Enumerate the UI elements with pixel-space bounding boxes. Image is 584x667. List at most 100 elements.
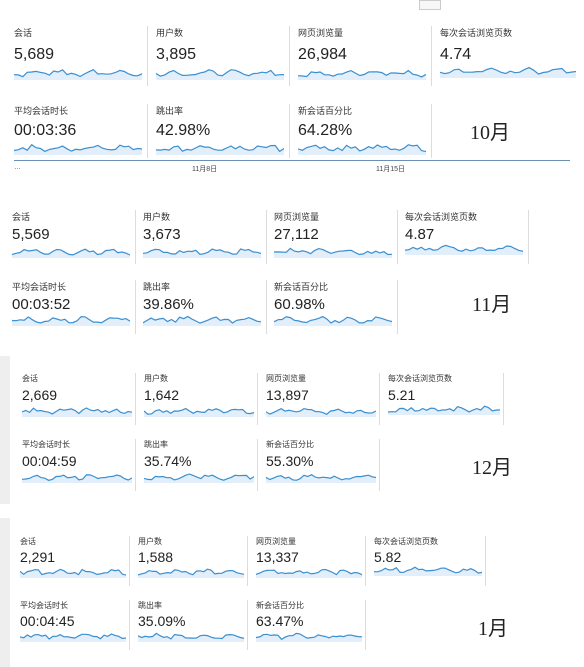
metric-tile[interactable]: 平均会话时长 00:04:59 (22, 439, 136, 491)
metric-label: 新会话百分比 (256, 601, 304, 610)
metric-label: 每次会话浏览页数 (440, 29, 513, 39)
left-gray-strip (0, 518, 10, 667)
panel-october: 会话 5,689 用户数 3,895 网页浏览量 26,984 每次会话浏览页数… (14, 26, 584, 158)
metric-tile[interactable]: 网页浏览量 13,337 (256, 536, 366, 586)
metric-value: 35.09% (138, 613, 186, 629)
sparkline-chart (440, 66, 576, 78)
sparkline-area (138, 633, 244, 642)
sparkline-chart (374, 566, 482, 576)
metric-value: 64.28% (298, 122, 353, 139)
metric-tile[interactable]: 用户数 3,895 (156, 26, 290, 86)
metric-value: 27,112 (274, 226, 319, 243)
sparkline-area (143, 248, 261, 258)
metric-tile[interactable]: 会话 5,569 (12, 210, 136, 264)
tile-divider (289, 26, 290, 86)
tile-divider (485, 536, 486, 586)
metric-tile[interactable]: 网页浏览量 27,112 (274, 210, 398, 264)
panel-december: 会话 2,669 用户数 1,642 网页浏览量 13,897 每次会话浏览页数… (22, 373, 584, 493)
sparkline-chart (256, 568, 362, 578)
metric-tile[interactable]: 跳出率 39.86% (143, 280, 267, 334)
tile-divider (147, 26, 148, 86)
metric-tile[interactable]: 跳出率 35.74% (144, 439, 258, 491)
metric-value: 60.98% (274, 296, 325, 313)
timeline-axis: … 11月8日 11月15日 (14, 160, 570, 180)
metric-value: 5,569 (12, 226, 50, 243)
sparkline-chart (156, 69, 284, 80)
timeline-start-label: … (14, 164, 21, 171)
sparkline-area (144, 408, 254, 417)
metric-tile[interactable]: 每次会话浏览页数 5.82 (374, 536, 486, 586)
metric-tile[interactable]: 网页浏览量 26,984 (298, 26, 432, 86)
sparkline-chart (156, 144, 284, 155)
metric-value: 5,689 (14, 46, 55, 63)
metric-label: 网页浏览量 (256, 537, 296, 546)
tile-divider (397, 210, 398, 264)
metric-tile[interactable]: 每次会话浏览页数 4.87 (405, 210, 529, 264)
tile-divider (257, 373, 258, 425)
metric-label: 网页浏览量 (266, 374, 306, 383)
tile-divider (379, 373, 380, 425)
metric-tile[interactable]: 每次会话浏览页数 5.21 (388, 373, 504, 425)
metric-tile[interactable]: 会话 2,291 (20, 536, 130, 586)
metric-value: 00:03:52 (12, 296, 71, 313)
sparkline-chart (298, 144, 426, 155)
sparkline-area (266, 408, 376, 417)
sparkline-chart (144, 473, 254, 483)
month-label: 11月 (472, 294, 512, 316)
metric-value: 1,642 (144, 387, 180, 403)
tile-divider (135, 439, 136, 491)
sparkline-chart (20, 568, 126, 578)
sparkline-chart (138, 568, 244, 578)
sparkline-line (256, 632, 362, 641)
sparkline-line (156, 144, 284, 153)
sparkline-chart (22, 474, 132, 483)
tile-divider (431, 26, 432, 86)
metric-tile[interactable]: 新会话百分比 55.30% (266, 439, 380, 491)
metric-tile[interactable]: 平均会话时长 00:03:36 (14, 104, 148, 158)
metric-value: 39.86% (143, 296, 194, 313)
tile-divider (289, 104, 290, 158)
sparkline-chart (14, 68, 142, 80)
metric-tile[interactable]: 跳出率 35.09% (138, 600, 248, 650)
sparkline-chart (12, 248, 130, 258)
metric-tile[interactable]: 用户数 1,642 (144, 373, 258, 425)
month-label: 12月 (472, 457, 512, 479)
metric-tile[interactable]: 会话 5,689 (14, 26, 148, 86)
metric-value: 1,588 (138, 549, 174, 565)
sparkline-chart (22, 407, 132, 417)
metric-tile[interactable]: 跳出率 42.98% (156, 104, 290, 158)
metric-tile[interactable]: 用户数 1,588 (138, 536, 248, 586)
sparkline-line (22, 407, 132, 415)
tile-divider (266, 280, 267, 334)
month-label: 1月 (478, 618, 508, 640)
tile-divider (135, 373, 136, 425)
tile-divider (266, 210, 267, 264)
sparkline-line (405, 244, 523, 252)
metric-value: 13,337 (256, 549, 299, 565)
sparkline-chart (266, 407, 376, 417)
sparkline-area (12, 316, 130, 326)
top-control-box (419, 0, 441, 10)
metric-tile[interactable]: 每次会话浏览页数 4.74 (440, 26, 580, 86)
metric-tile[interactable]: 网页浏览量 13,897 (266, 373, 380, 425)
left-gray-strip (0, 356, 10, 504)
sparkline-line (298, 69, 426, 78)
metric-tile[interactable]: 用户数 3,673 (143, 210, 267, 264)
sparkline-line (12, 315, 130, 324)
metric-label: 会话 (14, 29, 33, 39)
metric-value: 00:04:59 (22, 453, 77, 469)
metric-tile[interactable]: 新会话百分比 60.98% (274, 280, 398, 334)
metric-label: 会话 (12, 213, 31, 223)
metric-tile[interactable]: 新会话百分比 63.47% (256, 600, 366, 650)
tile-divider (129, 600, 130, 650)
panel-january: 会话 2,291 用户数 1,588 网页浏览量 13,337 每次会话浏览页数… (20, 536, 584, 656)
metric-tile[interactable]: 会话 2,669 (22, 373, 136, 425)
tile-divider (129, 536, 130, 586)
metric-label: 平均会话时长 (22, 440, 70, 449)
metric-tile[interactable]: 平均会话时长 00:03:52 (12, 280, 136, 334)
metric-label: 会话 (22, 374, 38, 383)
metric-value: 42.98% (156, 122, 211, 139)
metric-label: 新会话百分比 (274, 283, 329, 293)
metric-tile[interactable]: 新会话百分比 64.28% (298, 104, 432, 158)
metric-tile[interactable]: 平均会话时长 00:04:45 (20, 600, 130, 650)
